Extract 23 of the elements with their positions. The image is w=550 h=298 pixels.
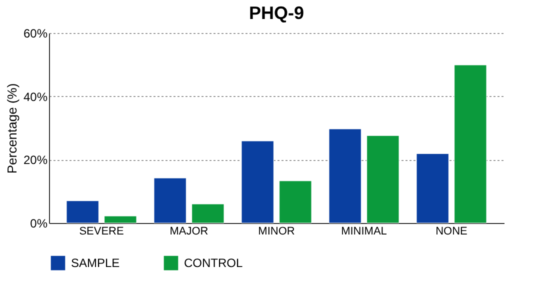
bar [366,135,400,224]
chart-title: PHQ-9 [248,3,304,23]
x-tick-label: MAJOR [170,226,208,238]
bar [279,180,312,224]
x-tick-label: SEVERE [79,226,124,238]
y-axis-title: Percentage (%) [4,83,20,174]
bar [192,204,224,224]
y-tick-label: 40% [23,90,48,104]
bar [328,128,362,224]
bar [154,178,186,224]
bar [416,153,449,224]
y-tick-label: 0% [30,216,48,230]
x-tick-label: MINOR [258,226,295,238]
x-tick-label: NONE [436,226,468,238]
legend-label: CONTROL [184,256,243,270]
bar [66,200,99,224]
x-tick-label: MINIMAL [341,226,387,238]
bar [104,216,137,224]
bar [241,140,274,224]
bar [454,64,487,224]
y-tick-label: 60% [23,26,48,40]
y-tick-label: 20% [23,153,48,168]
legend-label: SAMPLE [71,256,120,270]
